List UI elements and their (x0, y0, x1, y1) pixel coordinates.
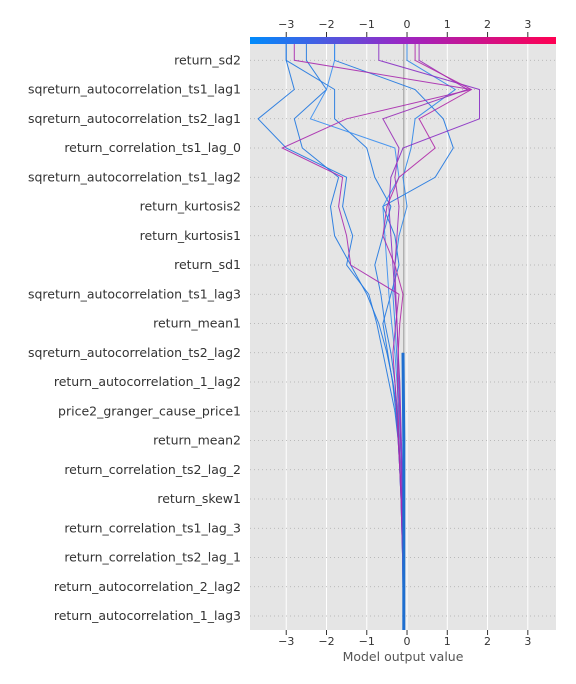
feature-label: return_sd2 (174, 52, 241, 67)
feature-label: price2_granger_cause_price1 (58, 403, 241, 418)
colorbar-tick-label: −1 (359, 18, 375, 31)
feature-label: return_sd1 (174, 257, 241, 272)
x-tick-label: −3 (278, 635, 294, 648)
feature-label: return_kurtosis1 (140, 228, 241, 243)
feature-label: return_mean1 (153, 316, 241, 331)
colorbar-tick-label: 1 (444, 18, 451, 31)
feature-label: return_autocorrelation_2_lag2 (54, 579, 241, 594)
feature-label: sqreturn_autocorrelation_ts1_lag3 (28, 286, 241, 301)
x-axis-label: Model output value (343, 649, 464, 664)
feature-label: sqreturn_autocorrelation_ts2_lag1 (28, 111, 241, 126)
colorbar-tick-label: −3 (278, 18, 294, 31)
feature-label: sqreturn_autocorrelation_ts2_lag2 (28, 345, 241, 360)
x-tick-label: 0 (404, 635, 411, 648)
feature-label: return_correlation_ts1_lag_3 (64, 520, 241, 535)
feature-label: return_correlation_ts2_lag_2 (64, 462, 241, 477)
feature-label: return_correlation_ts1_lag_0 (64, 140, 241, 155)
colorbar-tick-label: 3 (524, 18, 531, 31)
feature-labels: return_autocorrelation_1_lag3 return_auto… (28, 52, 241, 623)
grid (285, 44, 529, 630)
colorbar (250, 37, 556, 44)
colorbar-tick-label: 0 (404, 18, 411, 31)
colorbar-tick-label: −2 (318, 18, 334, 31)
decision-line-trunk (401, 352, 406, 630)
x-tick-label: −2 (318, 635, 334, 648)
decision-lines (257, 44, 480, 631)
x-tick-label: 1 (444, 635, 451, 648)
feature-label: return_autocorrelation_1_lag2 (54, 374, 241, 389)
feature-label: return_correlation_ts2_lag_1 (64, 550, 241, 565)
x-tick-label: −1 (359, 635, 375, 648)
feature-label: sqreturn_autocorrelation_ts1_lag2 (28, 169, 241, 184)
feature-label: sqreturn_autocorrelation_ts1_lag1 (28, 82, 241, 97)
decision-line-10 (281, 44, 472, 631)
feature-label: return_mean2 (153, 433, 241, 448)
feature-label: return_autocorrelation_1_lag3 (54, 608, 241, 623)
x-tick-label: 3 (524, 635, 531, 648)
feature-label: return_skew1 (157, 491, 241, 506)
colorbar-tick-label: 2 (484, 18, 491, 31)
colorbar-ticks: −3 −2 −1 0 1 2 3 (278, 18, 531, 37)
feature-label: return_kurtosis2 (140, 199, 241, 214)
x-tick-label: 2 (484, 635, 491, 648)
x-axis-ticks: −3 −2 −1 0 1 2 3 (278, 630, 531, 648)
